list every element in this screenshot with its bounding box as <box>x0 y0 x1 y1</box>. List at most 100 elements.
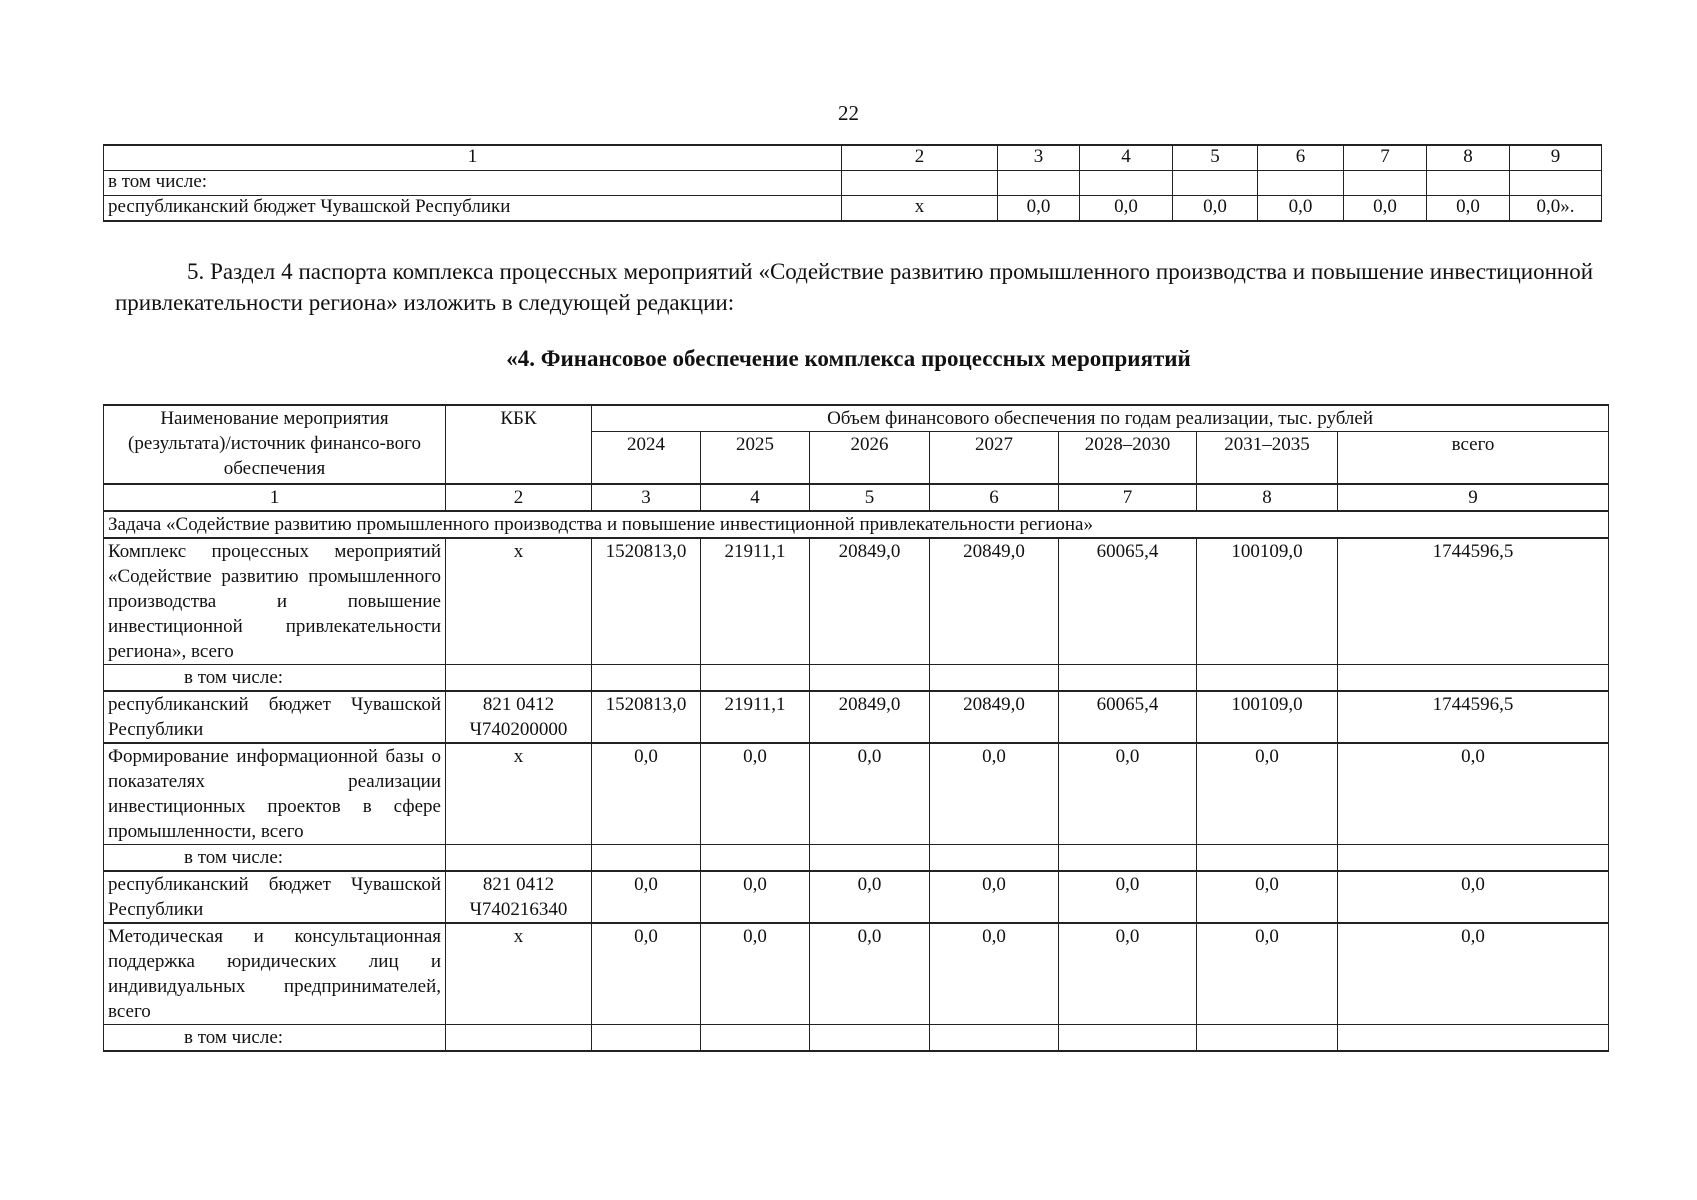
col-number: 9 <box>1336 482 1610 512</box>
row-value: 1520813,0 <box>591 689 701 743</box>
row-kbk: 821 0412 Ч740216340 <box>445 869 592 923</box>
table-row: в том числе: <box>103 170 1602 196</box>
row-value <box>700 663 810 691</box>
row-kbk: x <box>445 741 592 845</box>
row-value: 100109,0 <box>1196 536 1338 665</box>
row-value: 0,0 <box>1196 921 1338 1025</box>
row-kbk: 821 0412 Ч740200000 <box>445 689 592 743</box>
row-value: 1520813,0 <box>591 536 701 665</box>
top-table-continuation: 1 2 3 4 5 6 7 8 9 в том числе: республик… <box>103 144 1602 222</box>
row-value <box>1336 1023 1610 1052</box>
row-value <box>929 843 1059 871</box>
row-value <box>591 843 701 871</box>
row-value: 0,0 <box>1336 921 1610 1025</box>
cell <box>1509 170 1602 196</box>
row-value: 0,0 <box>700 921 810 1025</box>
cell <box>1426 170 1510 196</box>
row-name: Формирование информационной базы о показ… <box>103 741 446 845</box>
row-value: 0,0 <box>809 869 930 923</box>
row-value <box>1196 663 1338 691</box>
table-row: Комплекс процессных мероприятий «Содейст… <box>103 536 1610 665</box>
column-number-row: 1 2 3 4 5 6 7 8 9 <box>103 482 1610 512</box>
section-heading: «4. Финансовое обеспечение комплекса про… <box>506 346 1191 371</box>
col-number: 1 <box>103 144 842 171</box>
col-number: 2 <box>841 144 998 171</box>
row-kbk <box>445 1023 592 1052</box>
row-label: республиканский бюджет Чувашской Республ… <box>103 195 842 222</box>
table-row: республиканский бюджет Чувашской Республ… <box>103 689 1610 743</box>
row-value: 60065,4 <box>1058 689 1197 743</box>
row-value: 0,0 <box>591 869 701 923</box>
table-row: республиканский бюджет Чувашской Республ… <box>103 869 1610 923</box>
row-value <box>700 843 810 871</box>
row-value <box>1336 663 1610 691</box>
table-row: республиканский бюджет Чувашской Республ… <box>103 195 1602 222</box>
table-row: Формирование информационной базы о показ… <box>103 741 1610 845</box>
header-volume: Объем финансового обеспечения по годам р… <box>590 404 1610 432</box>
row-label: в том числе: <box>103 170 842 196</box>
row-name: Методическая и консультационная поддержк… <box>103 921 446 1025</box>
row-value: 21911,1 <box>700 689 810 743</box>
col-number: 5 <box>809 482 930 512</box>
col-number: 8 <box>1196 482 1338 512</box>
col-number: 7 <box>1058 482 1197 512</box>
row-value: 20849,0 <box>809 689 930 743</box>
header-years-row: 2024 2025 2026 2027 2028–2030 2031–2035 … <box>104 431 1610 484</box>
subtotal-label-row: в том числе: <box>103 663 1610 691</box>
col-number: 5 <box>1172 144 1258 171</box>
col-number: 2 <box>445 482 592 512</box>
col-number: 4 <box>1079 144 1173 171</box>
cell: 0,0 <box>1257 195 1344 222</box>
row-value <box>809 843 930 871</box>
row-value: 0,0 <box>929 921 1059 1025</box>
col-number: 4 <box>700 482 810 512</box>
row-value <box>1336 843 1610 871</box>
row-value: 0,0 <box>591 921 701 1025</box>
col-number: 9 <box>1509 144 1602 171</box>
cell: 0,0 <box>1343 195 1427 222</box>
row-value <box>929 1023 1059 1052</box>
subtotal-label-row: в том числе: <box>103 1023 1610 1052</box>
header-year: 2026 <box>809 431 930 484</box>
col-number: 3 <box>591 482 701 512</box>
row-value: 0,0 <box>700 741 810 845</box>
row-value: 1744596,5 <box>1336 536 1610 665</box>
row-value <box>809 663 930 691</box>
row-value <box>591 1023 701 1052</box>
row-value: 20849,0 <box>809 536 930 665</box>
task-label: Задача «Содействие развитию промышленног… <box>102 510 1610 538</box>
row-value: 21911,1 <box>700 536 810 665</box>
column-number-row: 1 2 3 4 5 6 7 8 9 <box>103 144 1602 171</box>
row-value: 0,0 <box>700 869 810 923</box>
row-name: в том числе: <box>103 843 446 871</box>
cell <box>1079 170 1173 196</box>
row-name: в том числе: <box>103 663 446 691</box>
col-number: 8 <box>1426 144 1510 171</box>
amendment-paragraph: 5. Раздел 4 паспорта комплекса процессны… <box>115 259 1593 315</box>
cell <box>841 170 998 196</box>
row-name: в том числе: <box>103 1023 446 1052</box>
header-kbk: КБК <box>445 404 592 484</box>
subtotal-label-row: в том числе: <box>103 843 1610 871</box>
page-number: 22 <box>838 101 859 125</box>
header-year: 2025 <box>700 431 810 484</box>
row-value: 0,0 <box>929 741 1059 845</box>
row-value: 60065,4 <box>1058 536 1197 665</box>
header-year: 2031–2035 <box>1196 431 1338 484</box>
col-number: 3 <box>997 144 1080 171</box>
row-value <box>700 1023 810 1052</box>
row-value: 1744596,5 <box>1336 689 1610 743</box>
cell: 0,0 <box>1426 195 1510 222</box>
row-value: 0,0 <box>929 869 1059 923</box>
header-name: Наименование мероприятия (результата)/ис… <box>103 404 446 484</box>
row-value: 0,0 <box>809 921 930 1025</box>
cell: 0,0». <box>1509 195 1602 222</box>
row-name: республиканский бюджет Чувашской Республ… <box>103 689 446 743</box>
row-value <box>1058 843 1197 871</box>
cell <box>1172 170 1258 196</box>
finance-table: Наименование мероприятия (результата)/ис… <box>102 404 1610 1052</box>
row-kbk <box>445 663 592 691</box>
row-value <box>929 663 1059 691</box>
task-row: Задача «Содействие развитию промышленног… <box>102 510 1610 538</box>
col-number: 6 <box>929 482 1059 512</box>
